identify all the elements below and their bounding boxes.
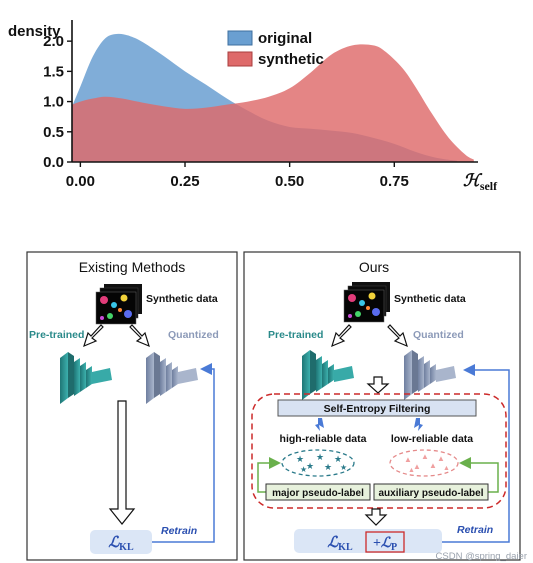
existing-methods-title: Existing Methods (79, 259, 186, 275)
watermark: CSDN @spring_daier (436, 551, 527, 562)
arrow-to-pretrained (83, 324, 104, 348)
retrain-label: Retrain (161, 525, 197, 537)
filtering-region (251, 393, 507, 509)
aux-pseudo-label: auxiliary pseudo-label (378, 488, 483, 499)
y-tick-label: 1.0 (43, 94, 64, 111)
legend-label-synthetic: synthetic (258, 51, 324, 68)
x-axis-label: ℋself (463, 171, 498, 193)
svg-text:▲: ▲ (429, 461, 437, 470)
high-reliable-cluster: ★ ★ ★ ★ ★ ★ ★ (281, 449, 355, 477)
legend-swatch-synthetic (227, 51, 253, 67)
quantized-label: Quantized (413, 329, 464, 341)
loss-kl-label: ℒKL (327, 535, 353, 553)
quantized-network-icon (146, 352, 198, 404)
svg-text:★: ★ (316, 452, 324, 462)
quantized-network-icon (404, 350, 456, 400)
high-reliable-label: high-reliable data (280, 433, 367, 445)
low-reliable-label: low-reliable data (391, 433, 473, 445)
density-chart: 0.00 0.25 0.50 0.75 0.0 0.5 1.0 1.5 2.0 density… (8, 20, 498, 193)
major-pseudo-label: major pseudo-label (272, 488, 364, 499)
retrain-arrow (442, 364, 510, 543)
svg-text:▲: ▲ (413, 462, 421, 471)
loss-p-label: +ℒP (373, 536, 397, 553)
chart-axes (71, 20, 478, 163)
synthetic-data-image (343, 282, 390, 323)
self-entropy-filtering-label: Self-Entropy Filtering (324, 403, 431, 415)
arrow-to-loss (364, 508, 388, 526)
svg-text:▲: ▲ (443, 465, 450, 472)
svg-text:★: ★ (334, 454, 342, 464)
loss-box (90, 530, 152, 554)
pretrained-network-icon (302, 350, 354, 400)
y-tick-label: 1.5 (43, 63, 64, 80)
pretrained-network-icon (60, 352, 112, 404)
x-tick-label: 0.75 (380, 173, 409, 190)
chart-legend: original synthetic (227, 30, 324, 68)
major-pseudo-label-box (265, 483, 371, 501)
self-entropy-filtering-box (277, 399, 477, 417)
svg-text:▲: ▲ (408, 467, 415, 474)
synthetic-data-label: Synthetic data (146, 293, 218, 305)
retrain-label: Retrain (457, 524, 493, 536)
y-axis-ticks: 0.0 0.5 1.0 1.5 2.0 (43, 33, 72, 171)
low-reliable-cluster: ▲ ▲ ▲ ▲ ▲ ▲ ▲ (389, 449, 459, 477)
arrow-to-high (315, 418, 324, 431)
svg-text:★: ★ (324, 462, 332, 472)
svg-text:▲: ▲ (421, 452, 429, 461)
aux-label-loop (459, 457, 499, 493)
legend-swatch-original (227, 30, 253, 46)
aux-pseudo-label-box (373, 483, 489, 501)
arrow-to-low (414, 418, 423, 431)
existing-methods-panel: Existing Methods Synthetic data Pre-trai… (26, 251, 238, 561)
loss-box (294, 529, 442, 553)
y-tick-label: 0.0 (43, 154, 64, 171)
x-axis-ticks: 0.00 0.25 0.50 0.75 (66, 162, 409, 190)
major-label-loop (257, 457, 281, 493)
y-tick-label: 2.0 (43, 33, 64, 50)
y-axis-label: density (8, 23, 61, 40)
x-tick-label: 0.50 (275, 173, 304, 190)
pretrained-label: Pre-trained (29, 329, 84, 341)
quantized-label: Quantized (168, 329, 219, 341)
ours-panel: Ours Synthetic data Pre-trained Quantize… (243, 251, 521, 561)
svg-text:★: ★ (296, 454, 304, 464)
arrow-to-filter (366, 376, 390, 394)
svg-text:▲: ▲ (437, 454, 445, 463)
x-tick-label: 0.25 (170, 173, 199, 190)
series-area-synthetic (72, 44, 474, 162)
retrain-arrow (152, 363, 215, 543)
loss-p-box (365, 531, 405, 553)
x-tick-label: 0.00 (66, 173, 95, 190)
ours-title: Ours (359, 259, 389, 275)
svg-text:★: ★ (300, 465, 307, 474)
svg-text:▲: ▲ (404, 455, 412, 464)
arrow-to-loss (108, 400, 136, 525)
arrow-to-quantized (387, 324, 408, 348)
arrow-to-quantized (129, 324, 150, 348)
loss-kl-label: ℒKL (108, 535, 134, 553)
synthetic-data-label: Synthetic data (394, 293, 466, 305)
svg-text:★: ★ (306, 461, 314, 471)
svg-text:★: ★ (340, 463, 347, 472)
pretrained-label: Pre-trained (268, 329, 323, 341)
arrow-to-pretrained (331, 324, 352, 348)
legend-label-original: original (258, 30, 312, 47)
synthetic-data-image (95, 284, 142, 325)
y-tick-label: 0.5 (43, 124, 64, 141)
